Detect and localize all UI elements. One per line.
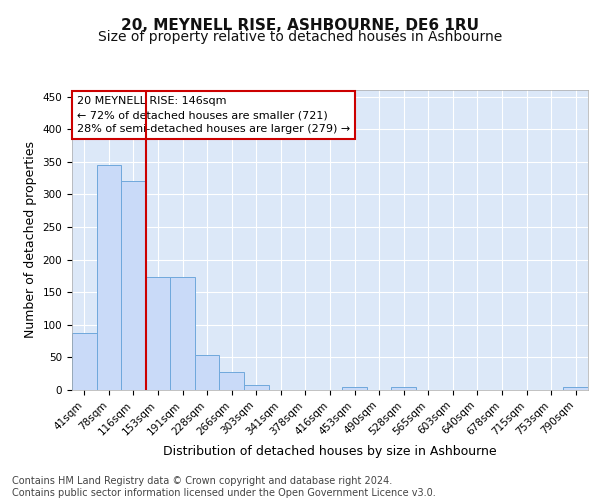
- Bar: [195, 356, 220, 390]
- Bar: [121, 180, 146, 390]
- X-axis label: Distribution of detached houses by size in Ashbourne: Distribution of detached houses by size …: [163, 445, 497, 458]
- Y-axis label: Number of detached properties: Number of detached properties: [24, 142, 37, 338]
- Bar: [146, 276, 170, 390]
- Text: Contains HM Land Registry data © Crown copyright and database right 2024.
Contai: Contains HM Land Registry data © Crown c…: [12, 476, 436, 498]
- Text: Size of property relative to detached houses in Ashbourne: Size of property relative to detached ho…: [98, 30, 502, 44]
- Bar: [342, 386, 367, 390]
- Bar: [170, 276, 195, 390]
- Bar: [563, 386, 588, 390]
- Bar: [391, 386, 416, 390]
- Bar: [72, 332, 97, 390]
- Bar: [220, 372, 244, 390]
- Text: 20 MEYNELL RISE: 146sqm
← 72% of detached houses are smaller (721)
28% of semi-d: 20 MEYNELL RISE: 146sqm ← 72% of detache…: [77, 96, 350, 134]
- Text: 20, MEYNELL RISE, ASHBOURNE, DE6 1RU: 20, MEYNELL RISE, ASHBOURNE, DE6 1RU: [121, 18, 479, 32]
- Bar: [97, 165, 121, 390]
- Bar: [244, 385, 269, 390]
